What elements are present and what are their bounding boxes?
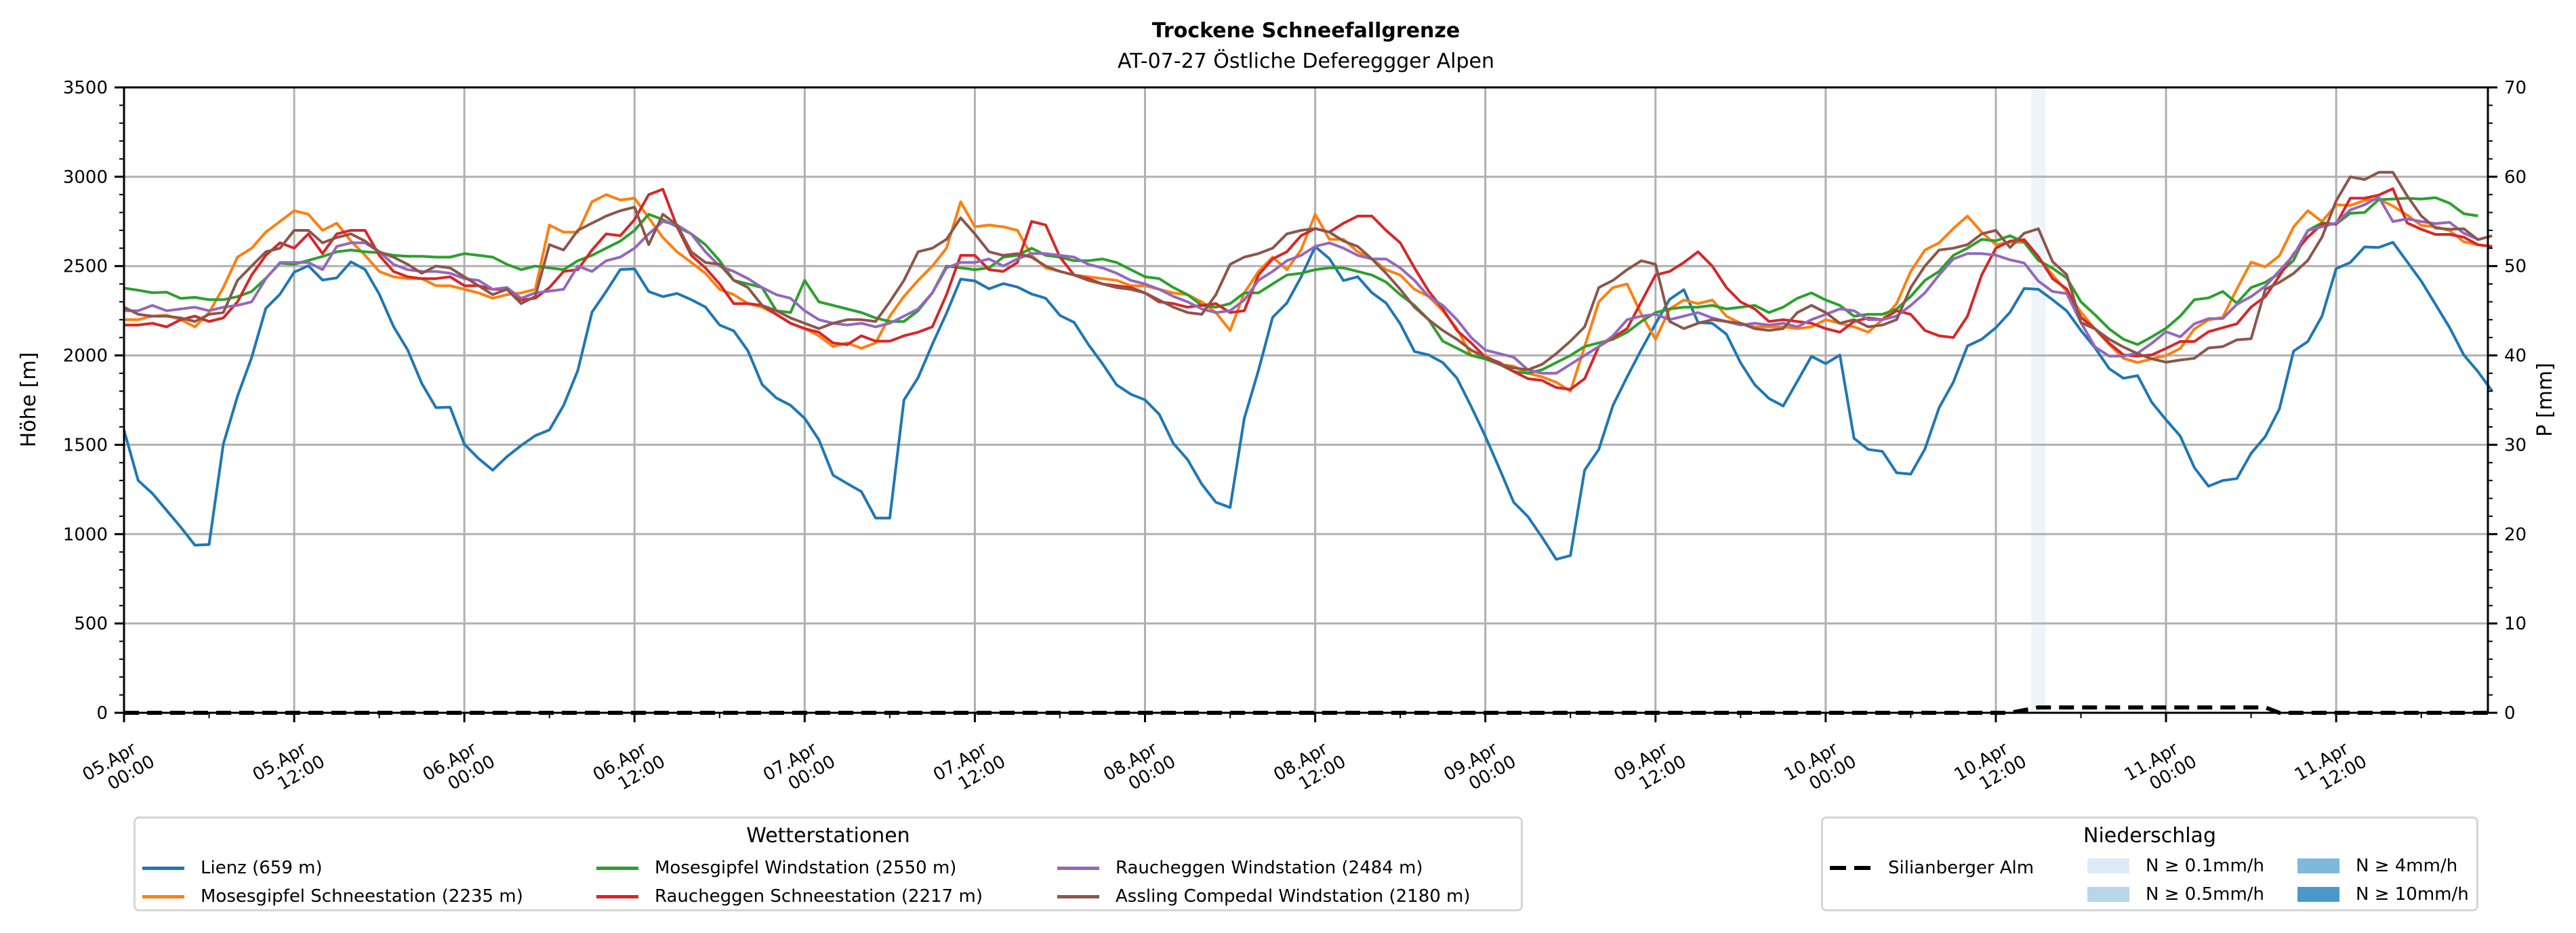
legend-swatch	[2297, 887, 2339, 902]
y2-tick-label: 40	[2504, 346, 2527, 367]
x-tick-label: 09.Apr12:00	[1611, 734, 1690, 803]
y-tick-label: 3000	[63, 167, 108, 188]
legend-label: Lienz (659 m)	[201, 858, 323, 878]
y2-tick-label: 20	[2504, 524, 2527, 545]
x-tick-label: 07.Apr12:00	[930, 734, 1009, 803]
y-tick-label: 3500	[63, 78, 108, 98]
legend-item-raucheggen-schnee: Raucheggen Schneestation (2217 m)	[596, 886, 983, 907]
x-tick-label: 07.Apr00:00	[760, 734, 839, 803]
y2-tick-label: 70	[2504, 78, 2527, 98]
x-tick-label: 08.Apr12:00	[1270, 734, 1349, 803]
legend-swatch	[142, 866, 184, 870]
x-tick-label: 10.Apr00:00	[1781, 734, 1860, 803]
y2-tick-label: 60	[2504, 167, 2527, 188]
legend-label: Mosesgipfel Schneestation (2235 m)	[201, 886, 523, 907]
legend-label: Assling Compedal Windstation (2180 m)	[1116, 886, 1471, 907]
precip-band	[2031, 87, 2046, 713]
legend-label: N ≥ 0.5mm/h	[2146, 884, 2265, 905]
legend-label: Silianberger Alm	[1888, 858, 2035, 878]
legend-item-mosesgipfel-wind: Mosesgipfel Windstation (2550 m)	[596, 858, 956, 878]
legend-item-n05: N ≥ 0.5mm/h	[2087, 884, 2264, 905]
y2-tick-label: 30	[2504, 435, 2527, 455]
chart-subtitle: AT-07-27 Östliche Defereggger Alpen	[1118, 49, 1494, 73]
legend-swatch	[596, 894, 638, 898]
legend-item-mosesgipfel-schnee: Mosesgipfel Schneestation (2235 m)	[142, 886, 523, 907]
x-tick-label: 05.Apr00:00	[79, 734, 159, 803]
x-tick-label: 11.Apr00:00	[2121, 734, 2201, 803]
legend-label: N ≥ 10mm/h	[2356, 884, 2469, 905]
precip-legend-title: Niederschlag	[2083, 824, 2216, 848]
legend-swatch	[2087, 887, 2129, 902]
legend-swatch	[596, 866, 638, 870]
y-tick-label: 2000	[63, 346, 108, 367]
series-lines	[123, 171, 2493, 561]
x-tick-label: 10.Apr12:00	[1951, 734, 2030, 803]
legend-swatch	[2297, 858, 2339, 873]
y-tick-label: 1000	[63, 524, 108, 545]
x-tick-label: 06.Apr00:00	[420, 734, 499, 803]
series-line-1	[124, 193, 2493, 393]
legend-label: Mosesgipfel Windstation (2550 m)	[655, 858, 957, 878]
legend-label: Raucheggen Windstation (2484 m)	[1116, 858, 1423, 878]
y-tick-label: 0	[96, 703, 108, 724]
legend-swatch	[142, 894, 184, 898]
y-tick-label: 2500	[63, 257, 108, 277]
legend-item-silianberger: Silianberger Alm	[1830, 858, 2034, 878]
series-line-2	[123, 196, 2478, 375]
y2-tick-label: 0	[2504, 703, 2516, 724]
y-tick-label: 1500	[63, 435, 108, 455]
precip-legend: Niederschlag Silianberger Alm N ≥ 0.1mm/…	[1821, 816, 2478, 911]
legend-item-n01: N ≥ 0.1mm/h	[2087, 856, 2264, 876]
y-tick-label: 500	[74, 614, 108, 634]
legend-item-lienz: Lienz (659 m)	[142, 858, 323, 878]
legend-item-raucheggen-wind: Raucheggen Windstation (2484 m)	[1057, 858, 1423, 878]
legend-swatch	[1057, 894, 1099, 898]
axes: 0 500 1000 1500 2000 2500 3000 3500 0 10 20 30 40 50 6…	[63, 78, 2527, 803]
series-line-4	[124, 195, 2479, 375]
legend-swatch	[1057, 866, 1099, 870]
legend-item-n10: N ≥ 10mm/h	[2297, 884, 2469, 905]
x-tick-label: 05.Apr12:00	[249, 734, 329, 803]
legend-label: N ≥ 0.1mm/h	[2146, 856, 2265, 876]
legend-label: Raucheggen Schneestation (2217 m)	[655, 886, 983, 907]
chart-title: Trockene Schneefallgrenze	[1152, 19, 1460, 43]
legend-label: N ≥ 4mm/h	[2356, 856, 2458, 876]
y-axis-label: Höhe [m]	[17, 352, 41, 448]
stations-legend: Wetterstationen Lienz (659 m) Mosesgipfe…	[134, 816, 1523, 911]
series-line-5	[123, 171, 2493, 371]
x-tick-label: 08.Apr00:00	[1100, 734, 1179, 803]
plot-frame	[123, 86, 2489, 714]
y2-tick-label: 50	[2504, 257, 2527, 277]
x-tick-label: 11.Apr12:00	[2291, 734, 2371, 803]
y2-axis-label: P [mm]	[2533, 362, 2557, 436]
x-tick-label: 09.Apr00:00	[1440, 734, 1519, 803]
legend-item-n4: N ≥ 4mm/h	[2297, 856, 2457, 876]
precip-bands	[2031, 87, 2046, 713]
gridlines	[124, 87, 2488, 713]
legend-swatch	[2087, 858, 2129, 873]
x-tick-label: 06.Apr12:00	[590, 734, 669, 803]
series-line-3	[124, 187, 2493, 391]
stations-legend-title: Wetterstationen	[746, 824, 910, 848]
series-line-0	[123, 241, 2493, 561]
legend-dash-swatch	[1830, 866, 1872, 870]
legend-item-assling: Assling Compedal Windstation (2180 m)	[1057, 886, 1471, 907]
y2-tick-label: 10	[2504, 614, 2527, 634]
